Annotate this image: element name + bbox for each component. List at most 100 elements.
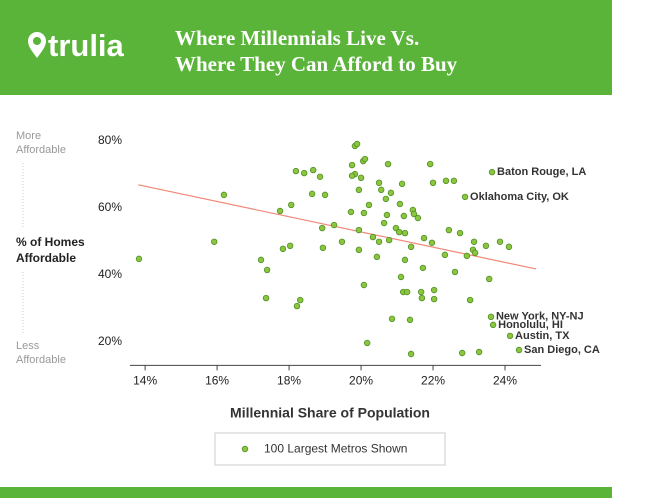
data-point [378,186,385,194]
data-point [347,208,355,216]
data-point [400,212,408,220]
logo-text: trulia [48,28,125,63]
data-point [348,161,356,169]
data-point [419,264,427,272]
data-point [505,243,513,251]
data-point [263,266,271,274]
data-point [407,350,415,358]
y-tick-label: 60% [98,200,122,214]
data-point [361,155,369,163]
data-point [451,268,459,276]
point-label: New York, NY-NJ [496,311,584,323]
x-tick-label: 14% [133,374,157,388]
point-label: San Diego, CA [524,344,600,356]
data-point [506,332,514,340]
data-point [387,189,395,197]
data-point [357,174,365,181]
data-point [442,177,450,185]
data-point [348,172,356,179]
data-point [382,195,390,203]
data-point [355,246,363,254]
data-point [428,239,436,246]
data-point [308,190,316,198]
data-point [463,252,471,260]
data-point [384,160,392,168]
data-point [430,295,438,303]
x-axis-label: Millennial Share of Population [230,405,430,421]
data-point [482,242,490,250]
x-tick-label: 20% [349,374,373,388]
data-point [279,245,287,253]
data-point [496,238,504,245]
data-point [293,302,301,310]
data-point [396,200,404,208]
data-point [309,166,317,174]
point-label: Austin, TX [515,330,570,342]
header-band [0,0,612,95]
data-point [211,238,218,245]
data-point [392,224,400,232]
data-point [380,219,388,227]
data-point [288,201,295,209]
data-point [363,339,371,347]
data-point [420,234,428,242]
footer-band [0,487,612,498]
x-tick-label: 24% [493,374,517,388]
data-point [471,249,479,257]
data-point [456,229,464,237]
data-point [276,207,284,215]
data-point [353,140,361,148]
y-bottom-label: Less [16,340,40,352]
data-point [397,273,405,281]
x-tick-label: 16% [205,374,229,388]
data-point [297,296,304,304]
data-point [383,211,391,219]
title-line: Where They Can Afford to Buy [175,52,458,76]
y-bottom-label: Affordable [16,354,66,366]
data-point [365,201,373,209]
data-point [373,253,381,261]
data-point [292,167,300,175]
data-point [407,243,415,251]
data-point [396,228,403,236]
data-point [300,169,308,177]
y-top-label: Affordable [16,144,66,156]
data-point [403,288,411,296]
data-point [321,191,329,199]
data-point [485,275,493,283]
data-point [401,256,409,264]
data-point [338,238,346,245]
data-point [466,296,474,304]
data-point [450,177,458,185]
legend-box [214,432,446,466]
x-tick-label: 18% [277,374,301,388]
data-point [489,321,497,329]
data-point [330,221,338,229]
data-point [429,179,437,187]
point-label: Baton Rouge, LA [497,166,586,178]
data-point [316,173,324,180]
data-point [441,251,449,259]
data-point [355,226,363,234]
data-point [135,255,143,263]
data-point [360,281,368,289]
point-label: Honolulu, HI [498,319,563,331]
data-point [388,315,396,323]
y-tick-label: 80% [98,133,122,147]
y-axis-label: % of Homes [16,235,85,249]
data-point [375,179,383,187]
data-point [487,313,495,321]
data-point [398,180,406,188]
y-tick-label: 20% [98,334,122,348]
legend-label: 100 Largest Metros Shown [264,442,407,456]
data-point [458,349,466,357]
data-point [461,193,469,201]
data-point [515,346,523,354]
data-point [286,242,294,250]
data-point [220,191,228,199]
data-point [470,238,478,245]
data-point [406,316,414,324]
data-point [262,294,270,302]
point-label: Oklahoma City, OK [470,191,569,203]
